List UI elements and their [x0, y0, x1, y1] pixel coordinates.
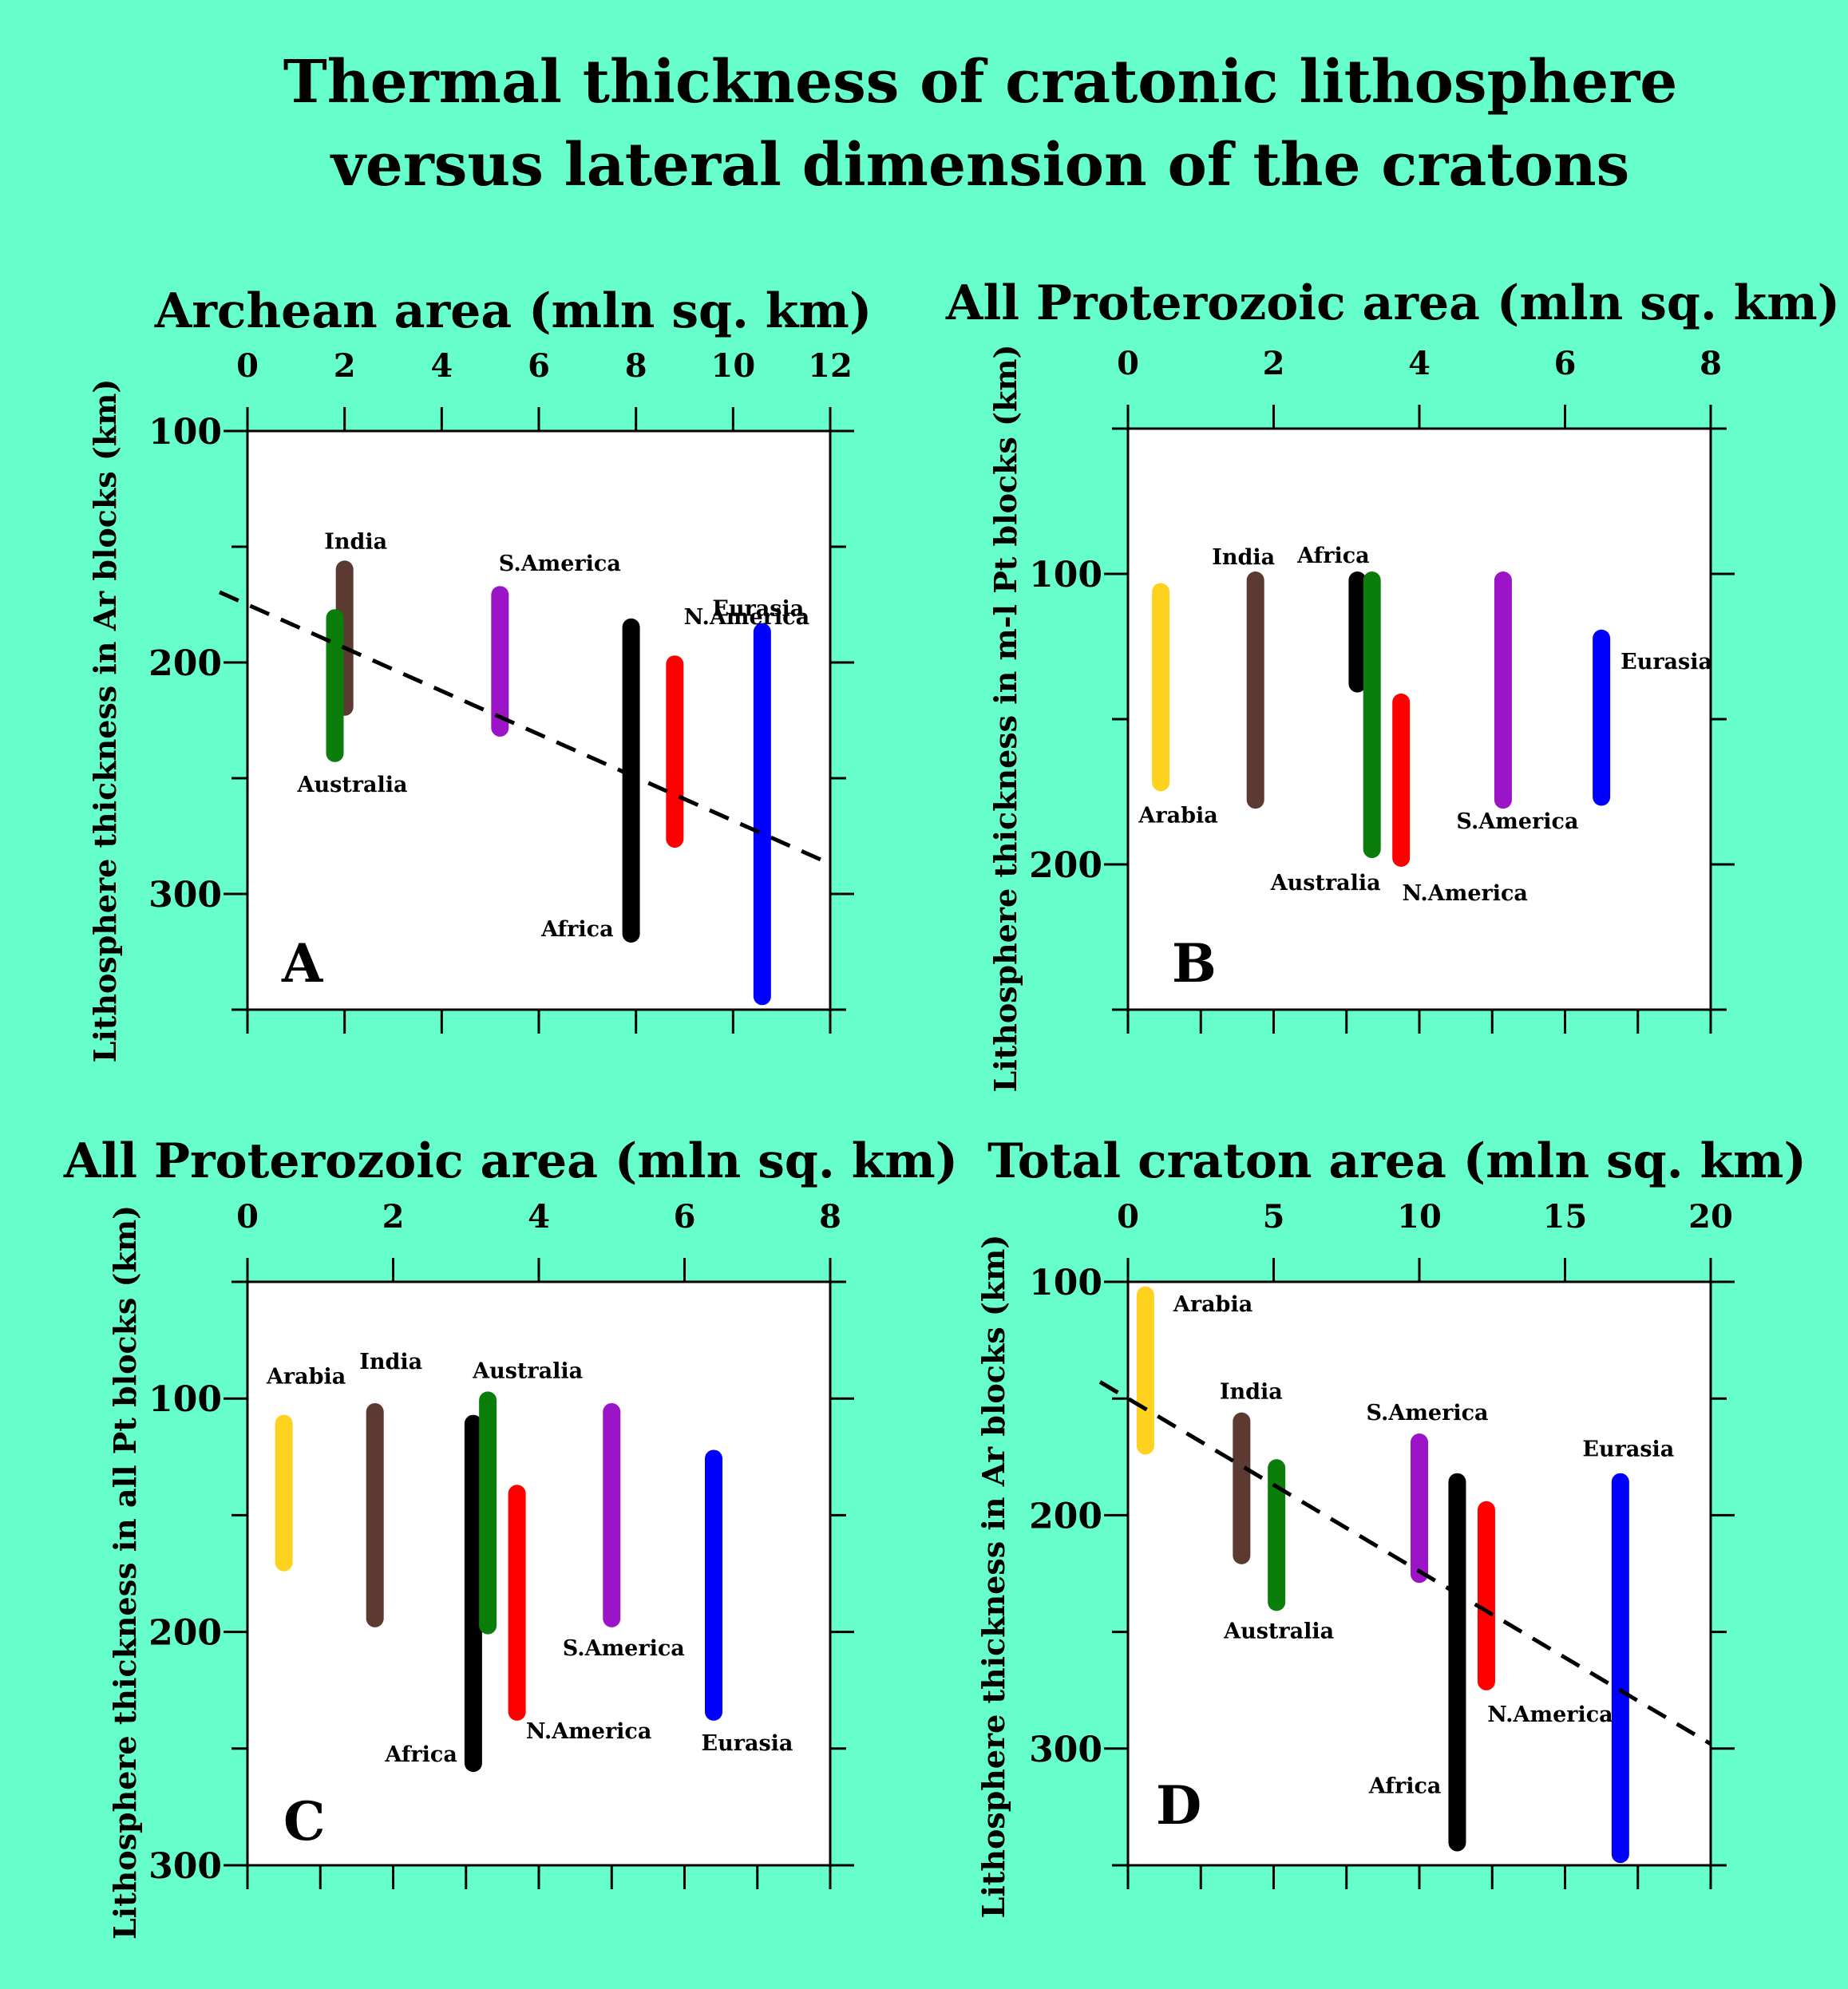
plot-area: [246, 429, 832, 1011]
y-axis-label: Lithosphere thickness in Ar blocks (km): [975, 1235, 1011, 1919]
x-tick-label: 20: [1688, 1198, 1733, 1236]
panel-A: 0 2 4 6 8 10 12 100 200 300 Archean area (mln sq. …: [87, 283, 872, 1062]
main-title-line2: versus lateral dimension of the cratons: [330, 131, 1630, 200]
x-tick-label: 6: [1554, 345, 1577, 382]
y-tick-label: 100: [1029, 555, 1102, 595]
y-tick-label: 100: [148, 412, 222, 453]
x-tick-label: 0: [236, 347, 259, 385]
x-tick-label: 2: [382, 1198, 405, 1236]
x-tick-label: 0: [1117, 1198, 1139, 1236]
x-tick-label: 15: [1543, 1198, 1588, 1236]
bar-label-africa: Africa: [1296, 544, 1370, 568]
panel-C: 0 2 4 6 8 100 200 300 All Proterozoic area (mln …: [63, 1133, 958, 1940]
panel-B: 0 2 4 6 8 100 200 All Proterozoic area (mln sq.…: [945, 275, 1840, 1093]
y-tick-label: 200: [1029, 845, 1102, 886]
y-axis-label: Lithosphere thickness in all Pt blocks (…: [107, 1205, 143, 1940]
panel-D: 0 5 10 15 20 100 200 300 Total craton area (mln …: [975, 1133, 1806, 1918]
bar-label-australia: Australia: [297, 773, 408, 797]
bar-label-africa: Africa: [1368, 1774, 1442, 1799]
bar-label-eurasia: Eurasia: [702, 1731, 793, 1756]
y-axis-label: Lithosphere thickness in m-l Pt blocks (…: [987, 344, 1023, 1092]
bar-label-arabia: Arabia: [1173, 1292, 1252, 1317]
y-tick-label: 100: [148, 1379, 222, 1420]
bar-label-arabia: Arabia: [1138, 803, 1217, 828]
x-tick-label: 10: [710, 347, 755, 385]
bar-label-n-america: N.America: [1402, 881, 1527, 906]
x-tick-label: 8: [819, 1198, 841, 1236]
bar-label-australia: Australia: [1223, 1619, 1334, 1643]
panel-title: All Proterozoic area (mln sq. km): [63, 1133, 958, 1189]
x-tick-label: 6: [674, 1198, 696, 1236]
bar-label-africa: Africa: [384, 1742, 457, 1767]
bar-label-n-america: N.America: [1487, 1702, 1613, 1727]
x-tick-label: 5: [1263, 1198, 1285, 1236]
plot-area: [1126, 427, 1712, 1011]
bar-label-n-america: N.America: [684, 605, 809, 630]
y-tick-label: 200: [1029, 1496, 1102, 1536]
x-tick-label: 8: [1700, 345, 1722, 382]
x-tick-label: 6: [528, 347, 550, 385]
bar-label-eurasia: Eurasia: [712, 597, 804, 622]
y-tick-label: 300: [148, 1846, 222, 1887]
panel-letter: C: [283, 1790, 326, 1853]
main-title-line1: Thermal thickness of cratonic lithospher…: [283, 48, 1678, 117]
bar-label-india: India: [1220, 1380, 1283, 1405]
x-tick-label: 4: [1408, 345, 1431, 382]
y-tick-label: 200: [148, 643, 222, 684]
x-tick-label: 0: [1117, 345, 1139, 382]
y-axis-label: Lithosphere thickness in Ar blocks (km): [87, 379, 123, 1063]
x-tick-label: 2: [334, 347, 356, 385]
panel-title: All Proterozoic area (mln sq. km): [945, 275, 1840, 331]
x-tick-label: 12: [808, 347, 853, 385]
bar-label-india: India: [359, 1350, 422, 1374]
bar-label-s-america: S.America: [499, 552, 621, 576]
y-tick-label: 100: [1029, 1263, 1102, 1303]
trend-line: [1098, 1380, 1712, 1746]
x-tick-label: 4: [430, 347, 453, 385]
bar-label-s-america: S.America: [1366, 1401, 1488, 1426]
x-tick-label: 8: [625, 347, 647, 385]
y-tick-label: 300: [148, 875, 222, 915]
panel-title: Archean area (mln sq. km): [154, 283, 872, 339]
panel-letter: D: [1156, 1774, 1201, 1837]
bar-label-eurasia: Eurasia: [1582, 1437, 1674, 1462]
y-tick-label: 300: [1029, 1730, 1102, 1770]
trend-line: [218, 590, 832, 866]
bar-label-eurasia: Eurasia: [1620, 650, 1712, 674]
y-tick-label: 200: [148, 1613, 222, 1654]
bar-label-australia: Australia: [1270, 871, 1381, 896]
bar-label-arabia: Arabia: [266, 1365, 346, 1390]
bar-label-india: India: [324, 529, 387, 554]
x-tick-label: 4: [528, 1198, 550, 1236]
bar-label-n-america: N.America: [526, 1719, 651, 1744]
bar-label-s-america: S.America: [563, 1636, 685, 1661]
x-tick-label: 0: [236, 1198, 259, 1236]
plot-area: [246, 1280, 832, 1867]
bar-label-africa: Africa: [540, 917, 614, 942]
panel-letter: A: [281, 932, 323, 994]
panel-letter: B: [1172, 932, 1217, 994]
x-tick-label: 10: [1397, 1198, 1442, 1236]
panel-title: Total craton area (mln sq. km): [987, 1133, 1806, 1189]
bar-label-australia: Australia: [472, 1358, 583, 1383]
bar-label-s-america: S.America: [1456, 809, 1578, 834]
bar-label-india: India: [1212, 545, 1275, 570]
x-tick-label: 2: [1263, 345, 1285, 382]
